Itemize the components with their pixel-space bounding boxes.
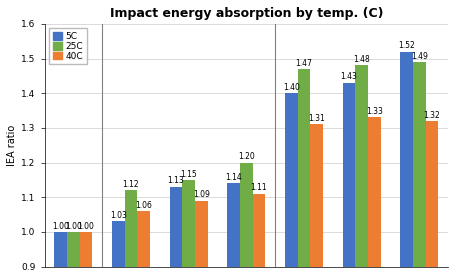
Bar [80, 232, 92, 279]
Text: 1.13: 1.13 [167, 176, 184, 186]
Bar [137, 211, 150, 279]
Text: 1.47: 1.47 [295, 59, 313, 68]
Bar [125, 190, 137, 279]
Bar [368, 117, 380, 279]
Bar [425, 121, 438, 279]
Legend: 5C, 25C, 40C: 5C, 25C, 40C [49, 28, 86, 64]
Text: 1.40: 1.40 [283, 83, 300, 92]
Text: 1.31: 1.31 [308, 114, 325, 123]
Bar [298, 69, 310, 279]
Text: 1.49: 1.49 [411, 52, 428, 61]
Bar [195, 201, 207, 279]
Text: 1.11: 1.11 [251, 183, 267, 192]
Bar [54, 232, 67, 279]
Text: 1.14: 1.14 [225, 173, 242, 182]
Text: 1.12: 1.12 [123, 180, 139, 189]
Bar [240, 163, 253, 279]
Bar [67, 232, 80, 279]
Bar [355, 66, 368, 279]
Bar [310, 124, 323, 279]
Text: 1.00: 1.00 [65, 222, 82, 230]
Text: 1.09: 1.09 [193, 190, 210, 199]
Text: 1.48: 1.48 [353, 55, 370, 64]
Bar [253, 194, 265, 279]
Bar [413, 62, 425, 279]
Text: 1.32: 1.32 [424, 110, 440, 120]
Bar [400, 52, 413, 279]
Bar [170, 187, 182, 279]
Text: 1.52: 1.52 [398, 41, 415, 50]
Bar [182, 180, 195, 279]
Text: 1.20: 1.20 [238, 152, 255, 161]
Bar [285, 93, 298, 279]
Text: 1.00: 1.00 [78, 222, 95, 230]
Text: 1.15: 1.15 [180, 170, 197, 179]
Text: 1.00: 1.00 [52, 222, 69, 230]
Y-axis label: IEA ratio: IEA ratio [7, 125, 17, 166]
Text: 1.06: 1.06 [135, 201, 152, 210]
Text: 1.33: 1.33 [366, 107, 383, 116]
Title: Impact energy absorption by temp. (C): Impact energy absorption by temp. (C) [110, 7, 383, 20]
Text: 1.43: 1.43 [340, 73, 357, 81]
Bar [227, 183, 240, 279]
Bar [112, 222, 125, 279]
Bar [343, 83, 355, 279]
Text: 1.03: 1.03 [110, 211, 127, 220]
